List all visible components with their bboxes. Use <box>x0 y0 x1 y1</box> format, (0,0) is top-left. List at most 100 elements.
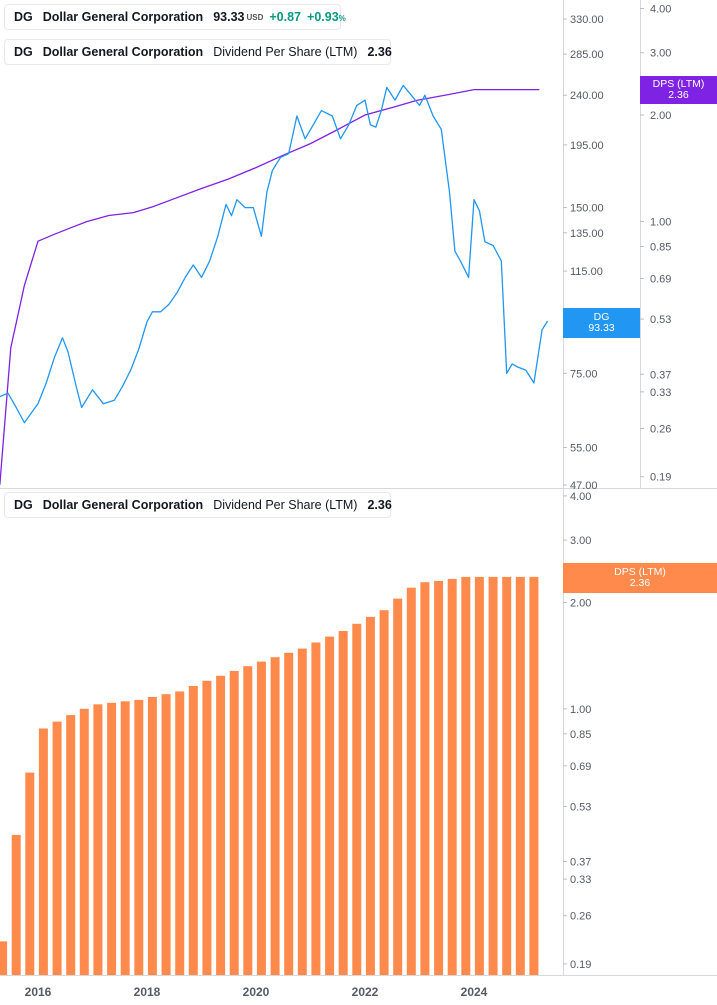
dps-tick-label: 0.69 <box>650 274 671 286</box>
bars-tick-label: 0.26 <box>570 911 591 923</box>
series-lines <box>0 84 549 486</box>
bars-tick-label: 1.00 <box>570 704 591 716</box>
price-tick-label: 55.00 <box>570 442 598 454</box>
legend-company-name: Dollar General Corporation <box>42 45 204 59</box>
dps-bar <box>365 616 375 975</box>
legend-currency: USD <box>246 12 264 22</box>
dps-bar <box>529 576 539 975</box>
price-tick-label: 330.00 <box>570 14 604 26</box>
price-tick-label: 240.00 <box>570 90 604 102</box>
legend-indicator-value: 2.36 <box>367 498 392 512</box>
dps-bar <box>147 697 157 975</box>
dps-tick-label: 0.26 <box>650 423 671 435</box>
time-tick-label: 2020 <box>243 985 270 999</box>
dps-top-last-tag: DPS (LTM) 2.36 <box>640 76 717 104</box>
dps-bar <box>120 701 130 975</box>
price-tick-label: 47.00 <box>570 480 598 492</box>
dps-tick-label: 3.00 <box>650 48 671 60</box>
bars-tick-label: 0.69 <box>570 761 591 773</box>
time-axis: 2016 2018 2020 2022 2024 <box>25 985 488 999</box>
dps-bar <box>338 631 348 975</box>
price-tick-label: 135.00 <box>570 228 604 240</box>
bars-tick-label: 0.37 <box>570 857 591 869</box>
legend-indicator-value: 2.36 <box>367 45 392 59</box>
bars-tick-label: 0.53 <box>570 801 591 813</box>
legend-dps-bottom[interactable]: DG Dollar General Corporation Dividend P… <box>4 492 392 518</box>
legend-price-value: 93.33 <box>213 10 245 24</box>
time-tick-label: 2022 <box>352 985 379 999</box>
dps-bar <box>188 686 198 975</box>
dps-axis-top: 4.00 3.00 2.00 1.00 0.85 0.69 0.53 0.37 0.33 0.26… <box>640 3 671 484</box>
price-tick-label: 150.00 <box>570 203 604 215</box>
dps-bar <box>515 576 525 975</box>
dps-bar <box>175 691 185 975</box>
dps-bar <box>502 576 512 975</box>
dps-bar <box>406 587 416 975</box>
dps-bar <box>297 648 307 975</box>
dps-tick-label: 0.19 <box>650 472 671 484</box>
bars-tick-label: 2.00 <box>570 597 591 609</box>
dps-bars <box>0 576 539 975</box>
dps-tick-label: 0.53 <box>650 314 671 326</box>
price-last-tag: DG 93.33 <box>563 308 640 338</box>
dps-tick-label: 0.33 <box>650 387 671 399</box>
legend-company-name: Dollar General Corporation <box>42 10 204 24</box>
dps-tick-label: 1.00 <box>650 217 671 229</box>
dps-bar <box>107 702 117 975</box>
price-line <box>0 84 549 424</box>
legend-ticker: DG <box>14 45 33 59</box>
dps-bar <box>393 598 403 975</box>
dps-bar <box>79 708 89 975</box>
dps-bar <box>461 576 471 975</box>
bars-tick-label: 3.00 <box>570 535 591 547</box>
time-tick-label: 2018 <box>134 985 161 999</box>
dps-bar <box>216 675 226 975</box>
dps-bar <box>447 578 457 975</box>
legend-dps-top[interactable]: DG Dollar General Corporation Dividend P… <box>4 39 392 65</box>
legend-price[interactable]: DG Dollar General Corporation 93.33 USD … <box>4 4 346 30</box>
bars-tick-label: 4.00 <box>570 491 591 503</box>
dps-bar <box>202 680 212 975</box>
dps-bar <box>325 636 335 975</box>
dps-tick-label: 0.37 <box>650 369 671 381</box>
time-tick-label: 2016 <box>25 985 52 999</box>
dps-bar <box>38 728 48 975</box>
dps-bar <box>161 694 171 975</box>
dps-bar <box>284 652 294 975</box>
dps-bar <box>352 623 362 975</box>
price-tick-label: 115.00 <box>570 266 603 278</box>
dps-bar <box>270 657 280 975</box>
bars-axis: 4.00 3.00 2.00 1.00 0.85 0.69 0.53 0.37 0.33 0.26… <box>563 491 591 971</box>
legend-indicator: Dividend Per Share (LTM) <box>213 45 358 59</box>
legend-ticker: DG <box>14 10 33 24</box>
legend-change: +0.87 <box>269 10 302 24</box>
dps-bar <box>134 699 144 975</box>
dps-bar <box>25 772 35 975</box>
dps-bar <box>256 661 266 975</box>
legend-change-pct: +0.93% <box>307 10 346 24</box>
time-tick-label: 2024 <box>461 985 488 999</box>
dps-bar <box>434 580 444 975</box>
dps-bar <box>379 610 389 975</box>
bars-tick-label: 0.33 <box>570 874 591 886</box>
legend-indicator: Dividend Per Share (LTM) <box>213 498 358 512</box>
dps-bar <box>93 704 103 975</box>
price-tick-label: 75.00 <box>570 368 598 380</box>
dps-bar <box>420 582 430 975</box>
bars-tick-label: 0.85 <box>570 729 591 741</box>
dps-bottom-last-tag: DPS (LTM) 2.36 <box>563 563 717 593</box>
dps-bar <box>11 834 21 975</box>
dps-bar <box>0 941 8 975</box>
dps-bar <box>52 721 62 975</box>
dps-line <box>0 88 540 486</box>
dps-bar <box>311 642 321 975</box>
dps-bar <box>474 576 484 975</box>
price-axis: 330.00 285.00 240.00 195.00 150.00 135.00 115.… <box>563 14 604 492</box>
dps-bar <box>488 576 498 975</box>
dps-tick-label: 2.00 <box>650 110 671 122</box>
dps-tick-label: 0.85 <box>650 241 671 253</box>
bars-tick-label: 0.19 <box>570 959 591 971</box>
legend-ticker: DG <box>14 498 33 512</box>
price-tick-label: 285.00 <box>570 49 604 61</box>
